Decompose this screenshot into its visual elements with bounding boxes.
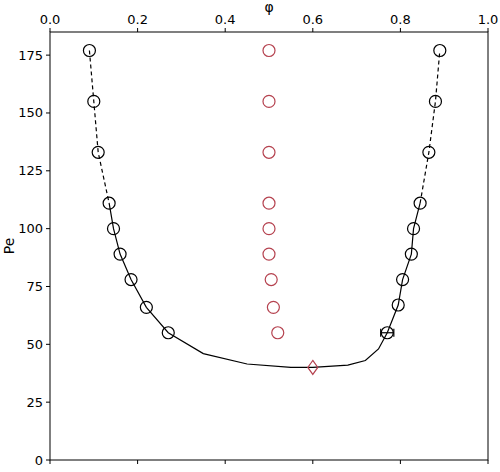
y-tick-label: 125 xyxy=(18,163,43,178)
x-tick xyxy=(312,28,313,32)
circle-point xyxy=(267,301,279,313)
x-tick xyxy=(50,28,51,32)
x-tick-label: 0.2 xyxy=(127,12,148,27)
y-tick xyxy=(46,344,50,345)
error-bar-line xyxy=(381,332,394,333)
y-tick-label: 50 xyxy=(26,337,43,352)
circle-point xyxy=(162,327,174,339)
x-tick-label: 0.6 xyxy=(302,12,323,27)
y-tick-label: 25 xyxy=(26,395,43,410)
circle-point xyxy=(83,45,95,57)
diamond-point xyxy=(308,360,318,374)
circle-point xyxy=(92,146,104,158)
circle-point xyxy=(263,146,275,158)
x-tick xyxy=(488,28,489,32)
circle-point xyxy=(263,223,275,235)
x-tick xyxy=(225,460,226,464)
circle-point xyxy=(114,248,126,260)
y-tick xyxy=(46,286,50,287)
circle-point xyxy=(381,327,393,339)
circle-point xyxy=(414,197,426,209)
circle-point xyxy=(263,95,275,107)
y-tick-label: 150 xyxy=(18,105,43,120)
x-tick-label: 0.8 xyxy=(390,12,411,27)
x-axis-label: φ xyxy=(264,0,273,15)
y-tick xyxy=(46,228,50,229)
circle-point xyxy=(125,274,137,286)
y-tick xyxy=(46,112,50,113)
x-tick-label: 0.4 xyxy=(215,12,236,27)
curve xyxy=(420,51,440,204)
circle-point xyxy=(429,95,441,107)
x-tick xyxy=(400,460,401,464)
circle-point xyxy=(263,248,275,260)
circle-point xyxy=(408,223,420,235)
curve xyxy=(89,51,109,204)
y-tick-label: 75 xyxy=(26,279,43,294)
circle-point xyxy=(108,223,120,235)
x-tick xyxy=(312,460,313,464)
y-tick xyxy=(46,402,50,403)
y-tick xyxy=(46,55,50,56)
curve xyxy=(109,203,420,367)
x-tick xyxy=(225,28,226,32)
x-tick xyxy=(488,460,489,464)
circle-point xyxy=(88,95,100,107)
circle-point xyxy=(140,301,152,313)
circle-point xyxy=(405,248,417,260)
y-axis-label: Pe xyxy=(1,238,17,255)
x-tick xyxy=(137,460,138,464)
y-tick-label: 100 xyxy=(18,221,43,236)
circle-point xyxy=(263,197,275,209)
chart: 0.0 0.2 0.4 0.6 0.8 1.0 0 25 50 75 100 125 150 175 φ Pe xyxy=(0,0,500,472)
circle-point xyxy=(263,45,275,57)
circle-point xyxy=(434,45,446,57)
plot-area xyxy=(83,45,445,375)
y-tick-label: 0 xyxy=(35,453,43,468)
circle-point xyxy=(392,299,404,311)
circle-point xyxy=(272,327,284,339)
circle-point xyxy=(265,274,277,286)
x-tick-label: 0.0 xyxy=(40,12,61,27)
circle-point xyxy=(103,197,115,209)
y-tick-label: 175 xyxy=(18,48,43,63)
y-tick xyxy=(46,460,50,461)
y-tick xyxy=(46,170,50,171)
x-tick xyxy=(137,28,138,32)
x-tick xyxy=(50,460,51,464)
error-bar xyxy=(381,329,394,337)
x-tick xyxy=(400,28,401,32)
x-tick-label: 1.0 xyxy=(478,12,499,27)
circle-point xyxy=(423,146,435,158)
plot-frame xyxy=(50,32,488,460)
circle-point xyxy=(397,274,409,286)
